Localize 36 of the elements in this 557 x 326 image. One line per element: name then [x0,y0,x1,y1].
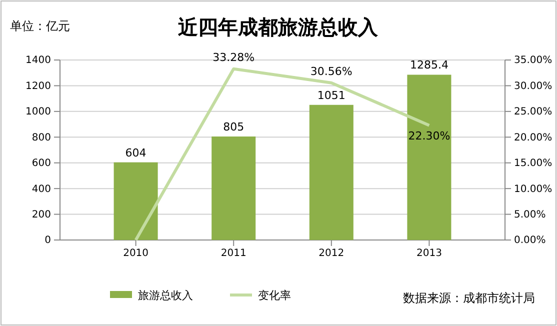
y-tick-label: 1000 [26,106,51,118]
y-tick-label: 1200 [26,80,51,92]
y-tick-label: 200 [32,209,51,220]
data-label: 1285.4 [410,58,448,72]
y2-tick-label: 0.00% [514,235,546,246]
bar [309,104,354,240]
y2-tick-label: 10.00% [514,184,552,195]
y2-tick-label: 35.00% [514,55,552,66]
source-note: 数据来源：成都市统计局 [403,291,535,305]
data-label: 1051 [317,88,346,102]
legend-label: 旅游总收入 [138,289,193,302]
y2-tick-label: 25.00% [514,106,552,118]
x-tick-label: 2013 [416,248,442,260]
bar [212,136,256,240]
y2-tick-label: 20.00% [514,132,552,144]
y2-tick-label: 5.00% [514,209,546,220]
text: 单位：亿元 [10,19,70,33]
chart-title: 近四年成都旅游总收入 [177,15,379,39]
y2-tick-label: 30.00% [514,80,552,92]
y-tick-label: 800 [32,132,51,144]
data-label: 604 [125,146,146,160]
data-label: 30.56% [310,64,352,78]
y2-tick-label: 15.00% [514,158,552,170]
y-tick-label: 400 [32,184,51,195]
bar [114,162,158,240]
data-label: 33.28% [212,50,255,64]
x-tick-label: 2010 [123,248,149,260]
data-label: 805 [223,120,244,134]
y-tick-label: 0 [44,235,51,246]
data-label: 22.30% [408,129,450,142]
x-tick-label: 2011 [220,248,246,260]
y-tick-label: 600 [32,158,51,170]
x-tick-label: 2012 [318,248,344,260]
y-tick-label: 1400 [26,55,51,66]
bar [407,74,452,240]
legend-label: 变化率 [258,289,291,302]
